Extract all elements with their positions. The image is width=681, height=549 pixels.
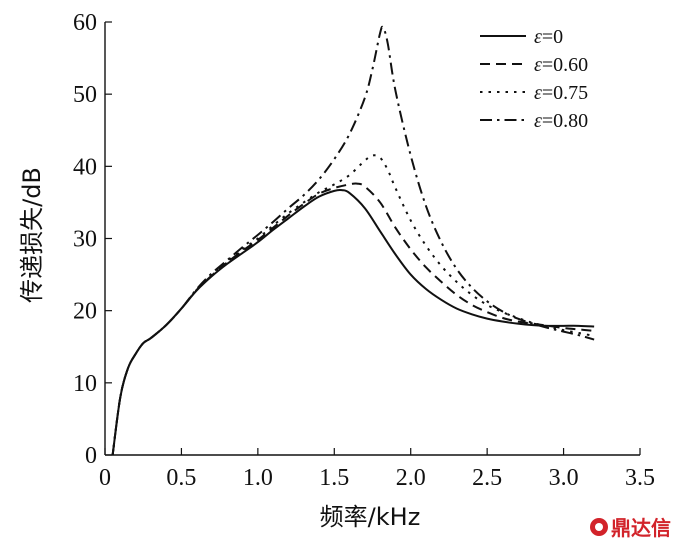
legend-label-1: ε=0.60	[534, 54, 588, 76]
x-tick-label: 3.0	[549, 465, 579, 491]
legend-label-0: ε=0	[534, 26, 563, 48]
watermark-logo-icon	[590, 517, 608, 536]
watermark-text: 鼎达信	[611, 516, 671, 540]
legend-label-2: ε=0.75	[534, 82, 588, 104]
y-axis-label: 传递损失/dB	[18, 167, 46, 303]
y-tick-label: 30	[73, 227, 97, 253]
legend-label-3: ε=0.80	[534, 110, 588, 132]
x-tick-label: 0	[99, 465, 111, 491]
y-tick-label: 60	[73, 10, 97, 36]
x-tick-label: 1.5	[319, 465, 349, 491]
x-tick-label: 0.5	[166, 465, 196, 491]
watermark: 鼎达信	[590, 512, 671, 541]
x-axis-label: 频率/kHz	[320, 503, 421, 531]
x-tick-label: 1.0	[243, 465, 273, 491]
y-tick-label: 10	[73, 371, 97, 397]
x-ticks: 0 0.5 1.0 1.5 2.0 2.5 3.0 3.5	[99, 448, 655, 491]
y-ticks: 0 10 20 30 40 50 60	[73, 10, 112, 469]
x-tick-label: 3.5	[625, 465, 655, 491]
y-tick-label: 20	[73, 299, 97, 325]
series-lines	[111, 25, 595, 456]
y-tick-label: 50	[73, 82, 97, 108]
x-tick-label: 2.0	[396, 465, 426, 491]
series-line-3	[111, 25, 595, 456]
y-tick-label: 40	[73, 154, 97, 180]
legend: ε=0 ε=0.60 ε=0.75 ε=0.80	[480, 26, 588, 132]
y-tick-label: 0	[85, 443, 97, 469]
x-tick-label: 2.5	[472, 465, 502, 491]
